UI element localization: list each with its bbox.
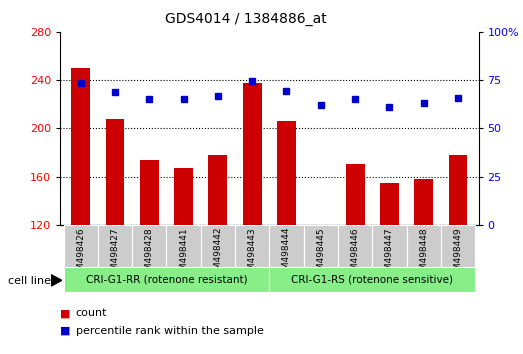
Text: GSM498449: GSM498449 bbox=[453, 227, 462, 281]
Text: GSM498446: GSM498446 bbox=[350, 227, 360, 281]
Bar bbox=[269, 225, 304, 267]
Bar bbox=[64, 267, 269, 292]
Bar bbox=[277, 121, 296, 225]
Text: GSM498447: GSM498447 bbox=[385, 227, 394, 281]
Bar bbox=[406, 225, 441, 267]
Bar bbox=[64, 225, 98, 267]
Bar bbox=[140, 160, 159, 225]
Bar bbox=[209, 155, 228, 225]
Bar bbox=[269, 267, 475, 292]
Text: CRI-G1-RR (rotenone resistant): CRI-G1-RR (rotenone resistant) bbox=[86, 275, 247, 285]
Text: GSM498444: GSM498444 bbox=[282, 227, 291, 281]
Text: ■: ■ bbox=[60, 308, 71, 318]
Bar bbox=[106, 119, 124, 225]
Bar bbox=[235, 225, 269, 267]
Bar bbox=[166, 225, 201, 267]
Text: GSM498443: GSM498443 bbox=[248, 227, 257, 281]
Bar bbox=[414, 179, 433, 225]
Bar bbox=[98, 225, 132, 267]
Text: count: count bbox=[76, 308, 107, 318]
Text: CRI-G1-RS (rotenone sensitive): CRI-G1-RS (rotenone sensitive) bbox=[291, 275, 453, 285]
Bar bbox=[346, 165, 365, 225]
Bar bbox=[201, 225, 235, 267]
Bar bbox=[243, 82, 262, 225]
Text: GSM498427: GSM498427 bbox=[110, 227, 120, 281]
Bar bbox=[372, 225, 406, 267]
Bar bbox=[71, 68, 90, 225]
Text: GDS4014 / 1384886_at: GDS4014 / 1384886_at bbox=[165, 12, 327, 27]
Text: GSM498445: GSM498445 bbox=[316, 227, 325, 281]
Bar bbox=[174, 168, 193, 225]
Polygon shape bbox=[51, 275, 62, 286]
Bar bbox=[132, 225, 166, 267]
Bar bbox=[441, 225, 475, 267]
Text: percentile rank within the sample: percentile rank within the sample bbox=[76, 326, 264, 336]
Text: GSM498441: GSM498441 bbox=[179, 227, 188, 281]
Text: GSM498428: GSM498428 bbox=[145, 227, 154, 281]
Bar bbox=[304, 225, 338, 267]
Text: GSM498448: GSM498448 bbox=[419, 227, 428, 281]
Bar bbox=[449, 155, 468, 225]
Text: cell line: cell line bbox=[8, 276, 51, 286]
Text: GSM498426: GSM498426 bbox=[76, 227, 85, 281]
Bar bbox=[338, 225, 372, 267]
Text: ■: ■ bbox=[60, 326, 71, 336]
Text: GSM498442: GSM498442 bbox=[213, 227, 222, 281]
Bar bbox=[380, 183, 399, 225]
